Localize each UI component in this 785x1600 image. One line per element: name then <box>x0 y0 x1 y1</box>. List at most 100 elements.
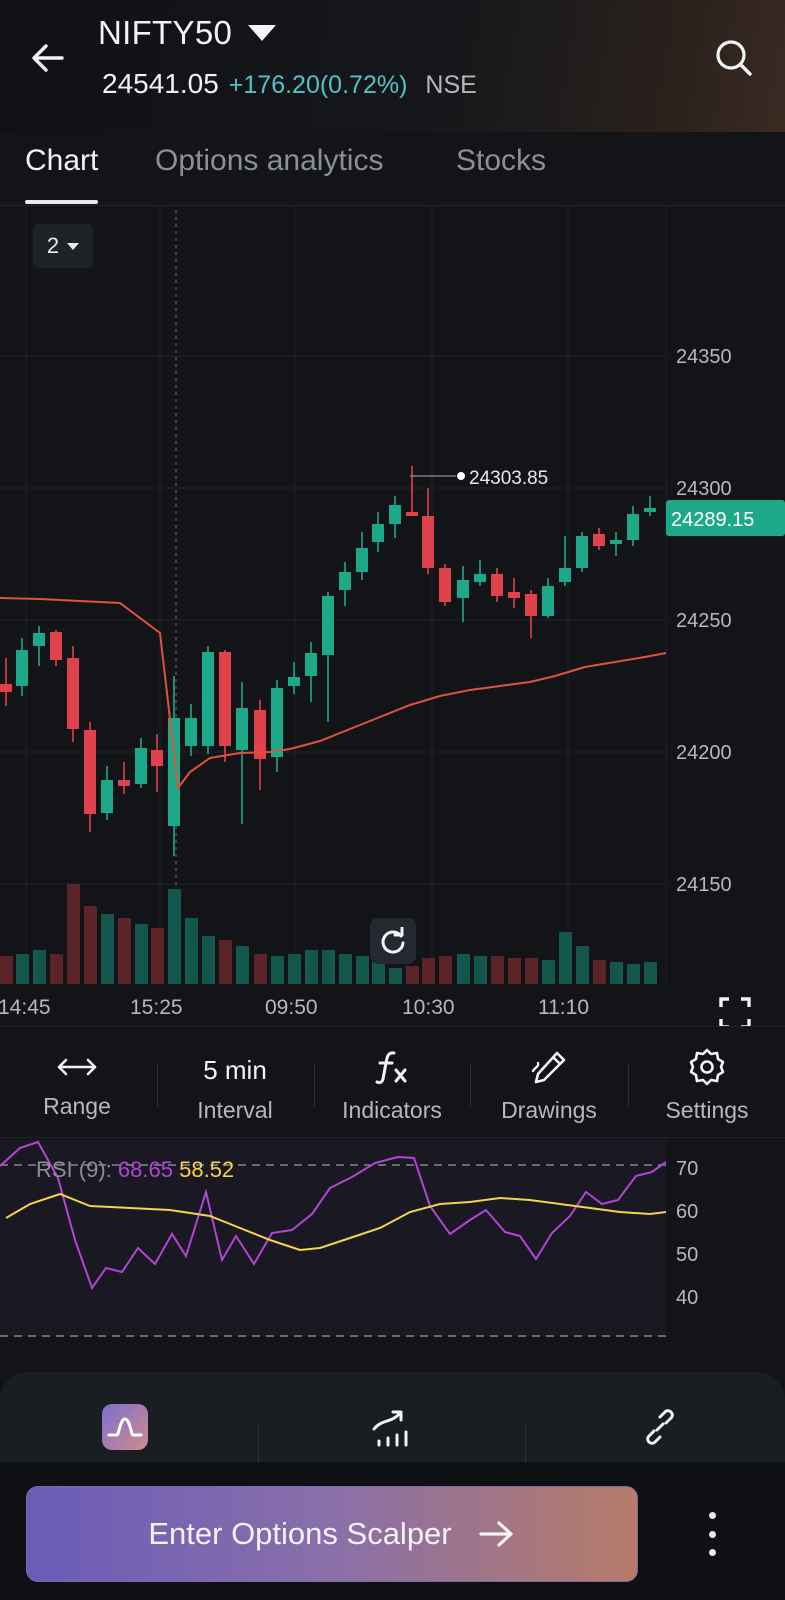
candle <box>305 642 317 702</box>
volume-bar <box>0 956 13 984</box>
fullscreen-icon <box>719 997 751 1029</box>
candlestick-chart[interactable]: 24303.85 24350 24300 24250 24200 24150 2… <box>0 206 785 1026</box>
price-tick: 24300 <box>676 478 732 500</box>
rsi-band <box>0 1140 666 1336</box>
interval-button[interactable]: 5 min Interval <box>160 1027 310 1139</box>
arrow-left-icon <box>32 44 64 72</box>
candle <box>644 496 656 516</box>
price-tick: 24200 <box>676 742 732 764</box>
time-axis: 14:45 15:25 09:50 10:30 11:10 <box>0 996 589 1019</box>
interval-label: Interval <box>197 1097 273 1123</box>
link-button[interactable] <box>635 1402 685 1452</box>
volume-bar <box>491 956 504 984</box>
footer: Enter Options Scalper <box>0 1462 785 1600</box>
candle <box>439 564 451 606</box>
candle <box>151 734 163 792</box>
toolbar-divider <box>628 1063 629 1107</box>
settings-label: Settings <box>665 1097 749 1123</box>
candle <box>168 676 180 856</box>
more-vertical-icon <box>708 1512 716 1519</box>
fx-icon <box>375 1051 407 1085</box>
price-chart[interactable]: 24303.85 24350 24300 24250 24200 24150 2… <box>0 206 785 1029</box>
refresh-icon <box>381 927 405 954</box>
tab-stocks[interactable]: Stocks <box>456 144 547 177</box>
more-button[interactable] <box>692 1506 732 1562</box>
candle <box>457 566 469 622</box>
volume-bar <box>610 962 623 984</box>
range-label: Range <box>43 1093 111 1119</box>
candle <box>576 532 588 572</box>
chart-grid <box>0 206 667 986</box>
instrument-selector[interactable]: NIFTY50 <box>98 14 277 52</box>
candle <box>271 680 283 772</box>
rsi-signal-line <box>5 1192 667 1252</box>
candle <box>118 762 130 794</box>
time-tick: 11:10 <box>538 996 589 1019</box>
toolbar-divider <box>314 1063 315 1107</box>
double-arrow-icon <box>57 1058 97 1076</box>
volume-bar <box>236 946 249 984</box>
volume-bar <box>627 964 640 984</box>
range-button[interactable]: Range <box>2 1027 152 1139</box>
volume-bar <box>322 950 335 984</box>
fullscreen-button[interactable] <box>718 996 752 1030</box>
trend-chart-icon <box>372 1410 408 1447</box>
chart-toolbar: Range 5 min Interval Indicators Drawings <box>0 1026 785 1138</box>
settings-button[interactable]: Settings <box>632 1027 782 1139</box>
rsi-line <box>0 1140 667 1291</box>
strategy-button[interactable] <box>100 1402 150 1452</box>
last-price: 24541.05 <box>102 68 219 99</box>
tab-bar: Chart Options analytics Stocks <box>0 132 785 206</box>
indicators-button[interactable]: Indicators <box>317 1027 467 1139</box>
tab-chart[interactable]: Chart <box>25 144 99 204</box>
candle <box>50 630 62 666</box>
volume-bar <box>84 906 97 984</box>
back-button[interactable] <box>26 36 70 80</box>
candle <box>339 562 351 606</box>
candle <box>0 658 12 706</box>
sheet-divider <box>525 1424 526 1464</box>
candle <box>254 700 266 790</box>
candle <box>422 488 434 574</box>
rsi-panel[interactable]: 70 60 50 40 RSI (9): 68.65 58.52 <box>0 1140 785 1358</box>
rsi-tick: 40 <box>676 1287 698 1309</box>
toolbar-divider <box>470 1063 471 1107</box>
high-marker-label: 24303.85 <box>469 468 548 489</box>
search-icon <box>716 40 752 76</box>
search-button[interactable] <box>712 36 756 80</box>
volume-bar <box>406 966 419 984</box>
candle <box>185 704 197 756</box>
refresh-button[interactable] <box>370 918 416 964</box>
instrument-title: NIFTY50 <box>98 14 233 51</box>
candle <box>101 766 113 820</box>
candle <box>508 578 520 608</box>
enter-options-scalper-button[interactable]: Enter Options Scalper <box>26 1486 638 1582</box>
strategy-icon <box>102 1404 148 1450</box>
volume-bar <box>219 940 232 984</box>
rsi-tick: 70 <box>676 1158 698 1180</box>
candle <box>491 568 503 602</box>
candle <box>542 578 554 618</box>
tab-options-analytics[interactable]: Options analytics <box>155 144 384 177</box>
volume-bar <box>33 950 46 984</box>
candle <box>610 532 622 556</box>
volume-bar <box>135 924 148 984</box>
candle <box>372 512 384 552</box>
interval-value: 5 min <box>203 1055 267 1085</box>
drawings-button[interactable]: Drawings <box>474 1027 624 1139</box>
last-price-tag-label: 24289.15 <box>671 509 754 531</box>
volume-bar <box>542 960 555 984</box>
volume-bar <box>644 962 657 984</box>
volume-bar <box>457 954 470 984</box>
volume-bar <box>202 936 215 984</box>
trend-button[interactable] <box>367 1402 417 1452</box>
link-icon <box>646 1409 674 1445</box>
candle <box>16 638 28 696</box>
volume-bar <box>508 958 521 984</box>
rsi-legend: RSI (9): 68.65 58.52 <box>36 1157 234 1183</box>
time-tick: 14:45 <box>0 996 51 1019</box>
drawings-label: Drawings <box>501 1097 597 1123</box>
volume-bar <box>559 932 572 984</box>
candle-count-selector[interactable]: 2 <box>33 224 93 268</box>
volume-bar <box>67 884 80 984</box>
